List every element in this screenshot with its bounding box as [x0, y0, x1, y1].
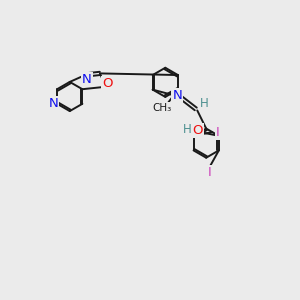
Text: H: H: [200, 98, 209, 110]
Text: I: I: [208, 167, 212, 179]
Text: I: I: [216, 126, 220, 139]
Text: N: N: [82, 73, 92, 86]
Text: H: H: [183, 123, 192, 136]
Text: O: O: [102, 77, 112, 90]
Text: N: N: [49, 97, 58, 110]
Text: N: N: [172, 89, 182, 102]
Text: O: O: [192, 124, 202, 137]
Text: CH₃: CH₃: [152, 103, 172, 113]
